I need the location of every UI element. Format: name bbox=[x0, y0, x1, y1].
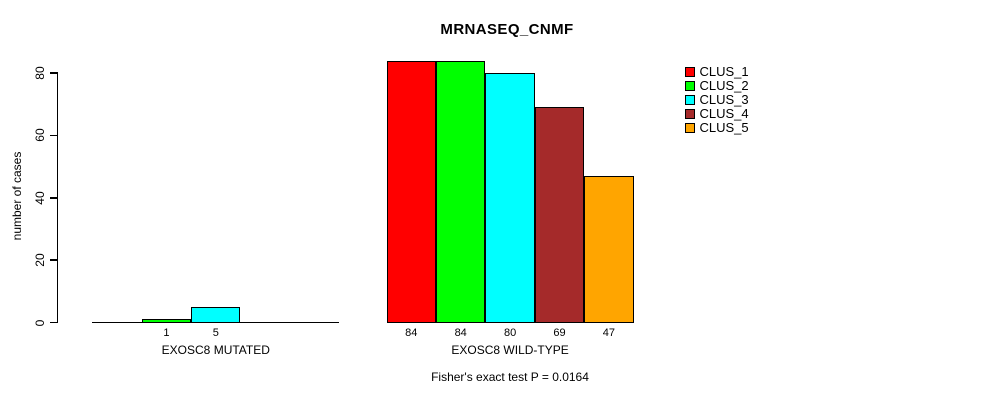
bar-clus_3-group2 bbox=[485, 73, 535, 324]
bar-value-label: 80 bbox=[503, 327, 517, 339]
y-tick-label: 80 bbox=[33, 66, 47, 80]
y-tick-label: 60 bbox=[33, 128, 47, 143]
y-tick bbox=[50, 259, 57, 261]
bar-clus_2-group2 bbox=[436, 60, 486, 324]
legend-item: CLUS_2 bbox=[685, 79, 749, 93]
chart-title: MRNASEQ_CNMF bbox=[440, 21, 574, 38]
y-tick bbox=[50, 197, 57, 199]
legend-swatch bbox=[685, 95, 695, 105]
group-label: EXOSC8 WILD-TYPE bbox=[451, 342, 569, 357]
bar-clus_3-group1 bbox=[191, 306, 241, 324]
bar-value-label: 69 bbox=[553, 327, 566, 339]
bar-value-label: 1 bbox=[163, 327, 170, 339]
legend-label: CLUS_2 bbox=[699, 78, 749, 93]
y-tick-label: 40 bbox=[33, 191, 47, 205]
bar-clus_5-group2 bbox=[584, 175, 634, 324]
y-tick bbox=[50, 134, 57, 137]
bar-value-label: 47 bbox=[602, 327, 615, 339]
y-axis-title: number of cases bbox=[10, 151, 24, 241]
legend-item: CLUS_5 bbox=[685, 121, 749, 135]
legend-item: CLUS_4 bbox=[685, 107, 749, 121]
bar-value-label: 5 bbox=[212, 327, 219, 339]
y-tick bbox=[50, 321, 57, 324]
legend-label: CLUS_5 bbox=[699, 120, 749, 135]
y-axis-line bbox=[56, 72, 59, 324]
legend-item: CLUS_1 bbox=[685, 65, 749, 79]
legend-swatch bbox=[685, 67, 695, 77]
legend-label: CLUS_1 bbox=[699, 64, 749, 79]
legend-item: CLUS_3 bbox=[685, 93, 749, 107]
bar-clus_4-group2 bbox=[534, 107, 585, 324]
y-tick bbox=[50, 72, 57, 74]
legend-swatch bbox=[685, 81, 695, 91]
y-tick-label: 0 bbox=[33, 319, 47, 326]
legend-label: CLUS_4 bbox=[699, 106, 749, 121]
fisher-test-annotation: Fisher's exact test P = 0.0164 bbox=[431, 370, 589, 384]
bar-value-label: 84 bbox=[405, 327, 418, 339]
bar-value-label: 84 bbox=[454, 327, 467, 339]
y-tick-label: 20 bbox=[33, 253, 47, 267]
legend-swatch bbox=[685, 123, 695, 133]
legend-label: CLUS_3 bbox=[699, 92, 749, 107]
legend-swatch bbox=[685, 109, 695, 119]
bar-clus_2-group1 bbox=[141, 319, 192, 324]
bar-clus_1-group2 bbox=[386, 60, 436, 324]
group-label: EXOSC8 MUTATED bbox=[161, 342, 270, 357]
